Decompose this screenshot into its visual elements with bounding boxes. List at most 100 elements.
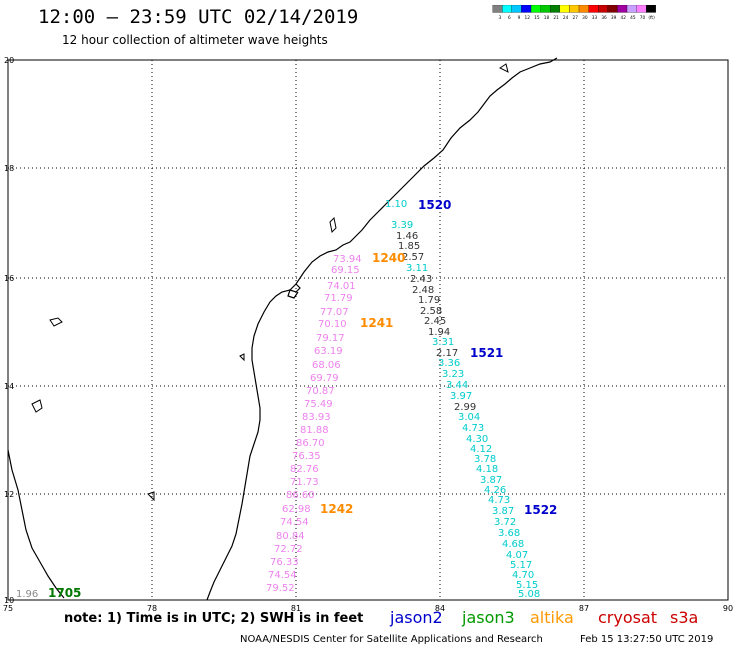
satellite-legend-s3a: s3a <box>670 608 699 627</box>
wave-height-label: 1.46 <box>396 231 418 242</box>
pass-time-label: 1242 <box>320 502 353 516</box>
x-tick-label: 84 <box>435 604 445 613</box>
map-title: 12:00 – 23:59 UTC 02/14/2019 <box>38 6 359 28</box>
x-tick-label: 87 <box>579 604 589 613</box>
wave-height-label: 79.17 <box>316 333 345 344</box>
x-tick-label: 75 <box>3 604 13 613</box>
island-1 <box>49 317 63 327</box>
y-tick-label: 12 <box>4 490 14 499</box>
satellite-legend-jason2: jason2 <box>390 608 443 627</box>
x-tick-label: 90 <box>723 604 733 613</box>
scale-label: 24 <box>563 15 569 21</box>
wave-height-label: 62.98 <box>282 504 311 515</box>
wave-height-label: 4.73 <box>488 495 510 506</box>
island-6 <box>147 491 155 502</box>
wave-height-label: 79.52 <box>266 583 295 594</box>
wave-height-label: 4.07 <box>506 550 528 561</box>
y-tick-label: 14 <box>4 382 14 391</box>
wave-height-label: 86.60 <box>286 490 315 501</box>
scale-label: 3 <box>498 15 501 21</box>
wave-height-label: 86.70 <box>296 438 325 449</box>
wave-height-label: 3.87 <box>480 475 502 486</box>
wave-height-label: 4.26 <box>484 485 506 496</box>
pass-time-label: 1522 <box>524 503 557 517</box>
pass-time-label: 1520 <box>418 198 451 212</box>
wave-height-label: 3.39 <box>391 220 413 231</box>
wave-height-label: 69.15 <box>331 265 360 276</box>
wave-height-label: 74.54 <box>280 517 309 528</box>
wave-height-label: 3.97 <box>450 391 472 402</box>
wave-height-label: 3.44 <box>446 380 468 391</box>
scale-label: 30 <box>582 15 588 21</box>
wave-height-label: 2.17 <box>436 348 458 359</box>
y-tick-label: 16 <box>4 274 14 283</box>
island-5 <box>239 353 245 362</box>
wave-height-label: 63.19 <box>314 346 343 357</box>
wave-height-label: 2.48 <box>412 285 434 296</box>
wave-height-label: 1.85 <box>398 241 420 252</box>
wave-height-label: 75.49 <box>304 399 333 410</box>
wave-height-label: 83.93 <box>302 412 331 423</box>
wave-height-label: 5.15 <box>516 580 538 591</box>
krishna-godavari-delta <box>287 283 301 299</box>
map-grid <box>7 59 729 601</box>
island-4 <box>499 63 509 73</box>
color-scale-legend: 3 6 9 12 15 18 21 24 27 30 33 36 39 42 45 70 (ft) <box>492 5 656 21</box>
india-coastline <box>206 57 558 601</box>
island-3 <box>329 216 337 234</box>
wave-height-label: 76.33 <box>270 557 299 568</box>
wave-height-label: 70.87 <box>306 386 335 397</box>
wave-height-label: 1.10 <box>385 199 407 210</box>
wave-height-label: 5.08 <box>518 589 540 600</box>
wave-height-label: 69.79 <box>310 373 339 384</box>
wave-height-label: 3.87 <box>492 506 514 517</box>
wave-height-label: 74.01 <box>327 281 356 292</box>
credit-line: NOAA/NESDIS Center for Satellite Applica… <box>240 634 543 645</box>
satellite-legend-cryosat: cryosat <box>598 608 658 627</box>
scale-swatch <box>646 5 656 13</box>
scale-label: 27 <box>573 15 579 21</box>
wave-height-label: 1.79 <box>418 295 440 306</box>
wave-height-label: 71.79 <box>324 293 353 304</box>
scale-label: 12 <box>525 15 531 21</box>
island-2 <box>31 399 43 413</box>
y-tick-label: 10 <box>4 596 14 605</box>
wave-height-label: 4.30 <box>466 434 488 445</box>
wave-height-label: 2.58 <box>420 306 442 317</box>
pass-time-label: 1521 <box>470 346 503 360</box>
wave-height-label: 3.31 <box>432 337 454 348</box>
wave-height-label: 4.70 <box>512 570 534 581</box>
y-tick-label: 20 <box>4 56 14 65</box>
pass-time-label: 1705 <box>48 586 81 600</box>
x-tick-label: 78 <box>147 604 157 613</box>
altimeter-tracks: 1.10 3.391.461.852.573.112.432.481.792.58… <box>16 198 557 600</box>
wave-height-label: 4.68 <box>502 539 524 550</box>
wave-height-label: 5.17 <box>510 560 532 571</box>
wave-height-label: 3.11 <box>406 263 428 274</box>
wave-height-label: 2.43 <box>410 274 432 285</box>
scale-label: 36 <box>601 15 607 21</box>
wave-height-label: 1.94 <box>428 327 450 338</box>
scale-label: 6 <box>508 15 511 21</box>
scale-label: 15 <box>534 15 540 21</box>
scale-label: (ft) <box>648 15 655 21</box>
wave-height-label: 3.68 <box>498 528 520 539</box>
x-tick-label: 81 <box>291 604 301 613</box>
wave-height-label: 73.94 <box>333 254 362 265</box>
scale-label: 21 <box>553 15 559 21</box>
y-tick-label: 18 <box>4 164 14 173</box>
scale-label: 33 <box>592 15 598 21</box>
scale-label: 70 <box>640 15 646 21</box>
pass-time-label: 1240 <box>372 251 405 265</box>
wave-height-label: 3.04 <box>458 412 480 423</box>
pass-time-label: 1241 <box>360 316 393 330</box>
map-frame <box>7 59 729 601</box>
wave-height-label: 2.57 <box>402 252 424 263</box>
wave-height-label: 4.12 <box>470 444 492 455</box>
scale-label: 39 <box>611 15 617 21</box>
wave-height-label: 74.54 <box>268 570 297 581</box>
wave-height-label: 3.36 <box>438 358 460 369</box>
satellite-legend-jason3: jason3 <box>462 608 515 627</box>
axis-ticks: 75 78 81 84 87 90 20 18 16 14 12 10 <box>3 56 733 613</box>
